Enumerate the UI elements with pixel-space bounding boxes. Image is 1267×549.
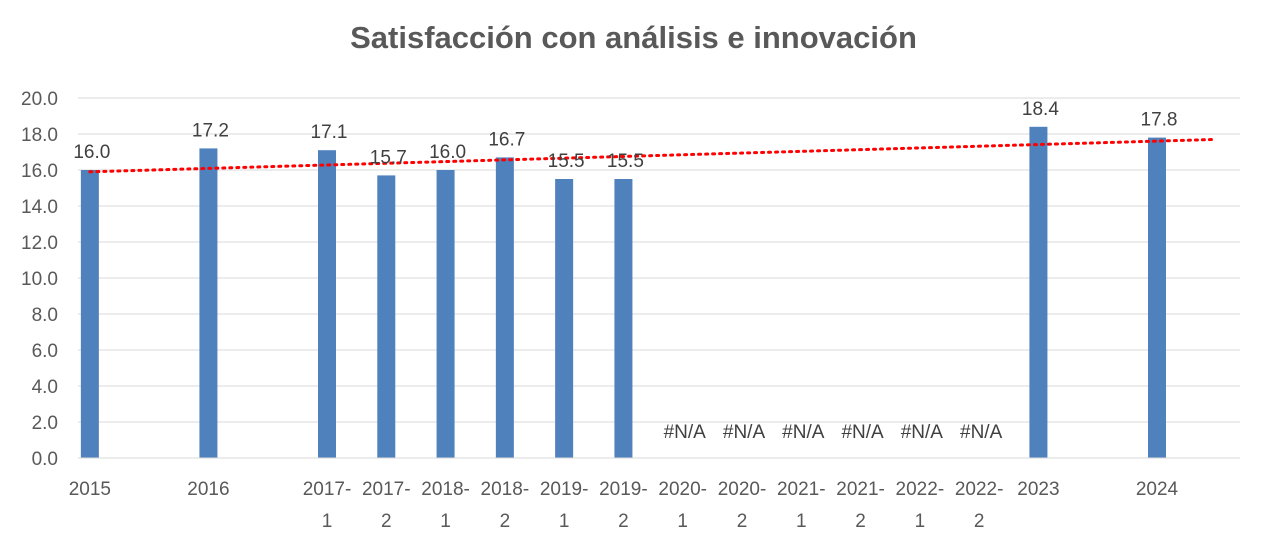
x-tick-label: 2019-2: [599, 479, 648, 532]
trendline: [88, 137, 1218, 174]
bar: [1029, 126, 1048, 459]
y-tick-label: 2.0: [32, 413, 58, 434]
y-tick-label: 14.0: [21, 197, 58, 218]
y-axis-tick-labels: 0.0 2.0 4.0 6.0 8.0 10.0 12.0 14.0 16.0 18.0 20.0: [21, 89, 58, 470]
x-tick-label: 2021-2: [836, 479, 885, 532]
y-tick-label: 6.0: [32, 341, 58, 362]
data-label: #N/A: [664, 422, 707, 443]
x-tick-label: 2022-2: [955, 479, 1004, 532]
data-label: 17.8: [1141, 110, 1178, 131]
x-tick-label: 2016: [187, 479, 229, 500]
y-tick-label: 0.0: [32, 449, 58, 470]
bar: [199, 148, 218, 458]
x-axis-category-labels: 2015 2016 2017-12017-22018-12018-22019-120…: [69, 479, 1179, 532]
bar: [1148, 137, 1166, 458]
data-label: #N/A: [960, 422, 1003, 443]
bar-series: [80, 126, 1166, 459]
data-label: 17.2: [192, 120, 229, 141]
data-label: 15.7: [370, 147, 407, 168]
data-label: #N/A: [841, 422, 884, 443]
y-tick-label: 8.0: [32, 305, 58, 326]
y-tick-label: 10.0: [21, 269, 58, 290]
data-label: #N/A: [723, 422, 766, 443]
data-label: 16.0: [73, 142, 110, 163]
data-labels: 16.0 17.2 17.1 15.7 16.0 16.7 15.5 15.5 #N/A #N/A…: [73, 99, 1177, 443]
data-label: 16.7: [488, 129, 525, 150]
bar: [436, 170, 455, 458]
y-tick-label: 18.0: [21, 125, 58, 146]
x-tick-label: 2020-1: [658, 479, 707, 532]
x-tick-label: 2020-2: [718, 479, 767, 532]
bar: [318, 150, 336, 458]
y-tick-label: 16.0: [21, 161, 58, 182]
x-tick-label: 2019-1: [540, 479, 589, 532]
data-label: 18.4: [1022, 99, 1059, 120]
gridlines: [78, 97, 1240, 423]
x-tick-label: 2023: [1017, 479, 1059, 500]
x-tick-label: 2017-2: [362, 479, 411, 532]
x-tick-label: 2022-1: [896, 479, 945, 532]
data-label: 15.5: [607, 151, 644, 172]
y-tick-label: 12.0: [21, 233, 58, 254]
y-tick-label: 4.0: [32, 377, 58, 398]
bar: [555, 179, 574, 458]
x-tick-label: 2017-1: [303, 479, 352, 532]
x-tick-label: 2021-1: [777, 479, 826, 532]
x-tick-label: 2015: [69, 479, 111, 500]
x-tick-label: 2024: [1136, 479, 1179, 500]
x-tick-label: 2018-1: [421, 479, 470, 532]
bar: [80, 170, 99, 458]
data-label: 17.1: [311, 122, 348, 143]
data-label: 15.5: [548, 151, 585, 172]
chart-title: Satisfacción con análisis e innovación: [350, 20, 917, 55]
trendline-layer: [88, 137, 1218, 174]
x-tick-label: 2018-2: [481, 479, 530, 532]
bar: [495, 157, 514, 458]
bar: [614, 179, 633, 458]
y-tick-label: 20.0: [21, 89, 58, 110]
bar: [377, 175, 396, 458]
data-label: #N/A: [782, 422, 825, 443]
data-label: 16.0: [429, 142, 466, 163]
data-label: #N/A: [901, 422, 944, 443]
